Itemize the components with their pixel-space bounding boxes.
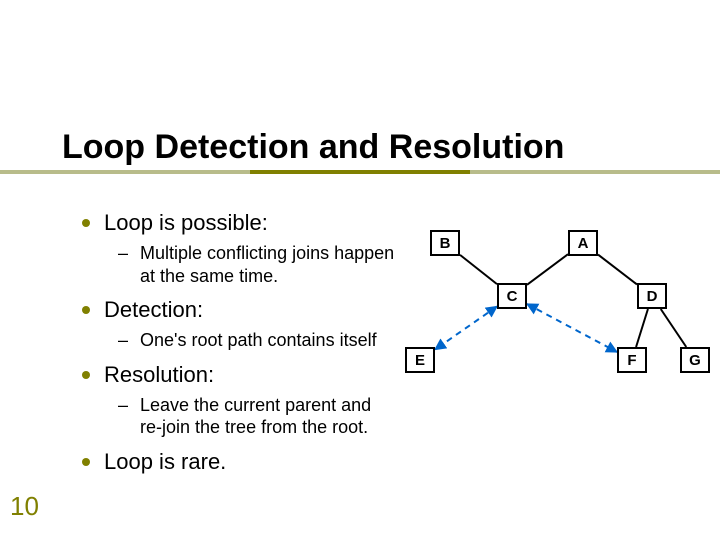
node-c: C (497, 283, 527, 309)
node-label: B (440, 235, 451, 252)
title-wrap: Loop Detection and Resolution (62, 128, 564, 167)
subbullet-multiple-joins: – Multiple conflicting joins happen at t… (118, 242, 402, 287)
node-d: D (637, 283, 667, 309)
bullet-dot-icon (82, 458, 90, 466)
bullet-dot-icon (82, 306, 90, 314)
node-label: E (415, 352, 425, 369)
bullet-loop-possible: Loop is possible: (82, 210, 402, 236)
node-label: C (507, 288, 518, 305)
bullet-text: Detection: (104, 297, 203, 323)
node-g: G (680, 347, 710, 373)
node-label: G (689, 352, 701, 369)
tree-diagram: B A C D E F G (385, 223, 715, 403)
node-a: A (568, 230, 598, 256)
dash-icon: – (118, 243, 128, 264)
subbullet-rejoin: – Leave the current parent and re-join t… (118, 394, 402, 439)
dash-icon: – (118, 395, 128, 416)
bullet-text: Resolution: (104, 362, 214, 388)
title-underline-inner (250, 170, 470, 174)
bullet-dot-icon (82, 219, 90, 227)
page-number: 10 (10, 491, 39, 522)
node-label: A (578, 235, 589, 252)
bullet-text: Loop is rare. (104, 449, 226, 475)
page-title: Loop Detection and Resolution (62, 128, 564, 167)
subbullet-root-path: – One's root path contains itself (118, 329, 402, 352)
bullet-loop-rare: Loop is rare. (82, 449, 402, 475)
bullet-resolution: Resolution: (82, 362, 402, 388)
slide: Loop Detection and Resolution Loop is po… (0, 0, 720, 540)
node-label: D (647, 288, 658, 305)
subbullet-text: One's root path contains itself (140, 329, 377, 352)
node-b: B (430, 230, 460, 256)
bullet-dot-icon (82, 371, 90, 379)
subbullet-text: Leave the current parent and re-join the… (140, 394, 395, 439)
node-e: E (405, 347, 435, 373)
dash-icon: – (118, 330, 128, 351)
node-f: F (617, 347, 647, 373)
bullet-detection: Detection: (82, 297, 402, 323)
node-label: F (627, 352, 636, 369)
content-area: Loop is possible: – Multiple conflicting… (82, 200, 402, 475)
bullet-text: Loop is possible: (104, 210, 268, 236)
subbullet-text: Multiple conflicting joins happen at the… (140, 242, 395, 287)
